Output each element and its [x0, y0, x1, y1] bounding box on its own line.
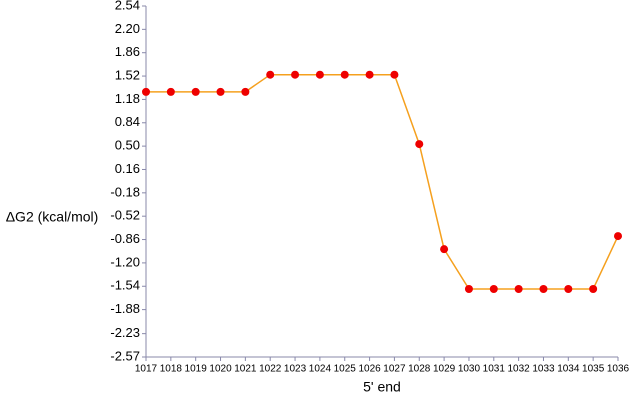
x-tick-label: 1020	[209, 364, 232, 375]
point	[440, 245, 449, 254]
y-tick-label: -2.23	[110, 325, 140, 340]
point	[266, 70, 275, 79]
x-tick-label: 1031	[483, 364, 506, 375]
y-tick-label: -2.57	[110, 348, 140, 363]
x-tick-label: 1019	[185, 364, 208, 375]
x-tick-label: 1033	[532, 364, 555, 375]
point	[291, 70, 300, 79]
point	[514, 284, 523, 293]
x-tick-label: 1032	[508, 364, 531, 375]
point	[415, 140, 424, 149]
y-tick-label: -1.54	[110, 278, 140, 293]
y-tick-label: -0.52	[110, 208, 140, 223]
point	[564, 284, 573, 293]
y-tick-label: -0.86	[110, 231, 140, 246]
point	[589, 284, 598, 293]
y-axis-label: ΔG2 (kcal/mol)	[6, 209, 99, 225]
point	[241, 87, 250, 96]
x-tick-label: 1036	[607, 364, 630, 375]
point	[489, 284, 498, 293]
x-tick-label: 1022	[259, 364, 282, 375]
x-tick-label: 1021	[234, 364, 257, 375]
point	[390, 70, 399, 79]
x-axis-label: 5' end	[363, 379, 401, 395]
x-tick-label: 1030	[458, 364, 481, 375]
point	[216, 87, 225, 96]
point	[142, 87, 150, 96]
y-tick-label: -1.88	[110, 301, 140, 316]
y-tick-label: 0.50	[115, 138, 140, 153]
x-tick-label: 1023	[284, 364, 307, 375]
point	[166, 87, 175, 96]
y-tick-label: 1.18	[115, 91, 140, 106]
x-tick-label: 1017	[135, 364, 158, 375]
point	[315, 70, 324, 79]
x-tick-label: 1029	[433, 364, 456, 375]
y-tick-label: -1.20	[110, 254, 140, 269]
x-tick-label: 1035	[582, 364, 605, 375]
y-tick-label: -0.18	[110, 184, 140, 199]
y-tick-label: 2.20	[115, 21, 140, 36]
x-tick-label: 1028	[408, 364, 431, 375]
x-tick-label: 1018	[160, 364, 183, 375]
y-tick-label: 1.52	[115, 68, 140, 83]
y-tick-label: 0.84	[115, 114, 140, 129]
y-tick-label: 2.54	[115, 0, 140, 12]
x-tick-label: 1027	[383, 364, 406, 375]
point	[340, 70, 349, 79]
x-tick-label: 1024	[309, 364, 332, 375]
x-tick-label: 1025	[334, 364, 357, 375]
x-tick-label: 1026	[358, 364, 381, 375]
point	[614, 232, 622, 241]
point	[539, 284, 548, 293]
point	[191, 87, 200, 96]
point	[365, 70, 374, 79]
y-tick-label: 1.86	[115, 44, 140, 59]
y-tick-label: 0.16	[115, 161, 140, 176]
point	[464, 284, 473, 293]
line	[146, 73, 619, 290]
x-tick-label: 1034	[557, 364, 580, 375]
